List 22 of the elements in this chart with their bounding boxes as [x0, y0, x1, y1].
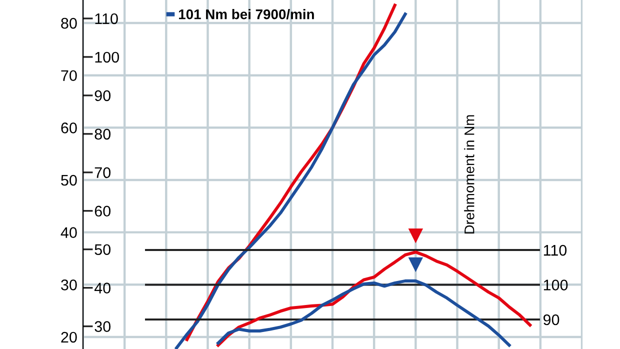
y3-tick-label: 70	[94, 167, 111, 178]
y3-tick-label: 50	[94, 244, 111, 256]
y3-tick-label: 100	[95, 52, 120, 63]
y3-tick-label: 110	[95, 13, 118, 24]
y-tick-label: 30	[61, 280, 77, 290]
y-tick-label: 60	[61, 122, 77, 134]
y-tick-label: 70	[61, 70, 77, 82]
y-tick-label: 20	[61, 332, 77, 343]
y3-tick-label: 80	[94, 128, 111, 140]
y3-tick-label: 90	[94, 90, 111, 102]
y2-tick-label: 90	[543, 314, 560, 326]
y-tick-label: 80	[61, 18, 77, 29]
y-tick-label: 50	[61, 174, 77, 186]
y2-axis-title: Drehmoment in Nm	[464, 115, 474, 234]
y3-tick-label: 40	[94, 282, 111, 294]
y-tick-label: 40	[60, 227, 77, 238]
y2-tick-label: 100	[544, 280, 568, 290]
y3-tick-label: 60	[94, 206, 111, 217]
y3-tick-label: 30	[94, 321, 111, 332]
y2-tick-label: 110	[544, 244, 567, 256]
legend-label: 101 Nm bei 7900/min	[178, 9, 314, 20]
line-series	[216, 279, 511, 347]
